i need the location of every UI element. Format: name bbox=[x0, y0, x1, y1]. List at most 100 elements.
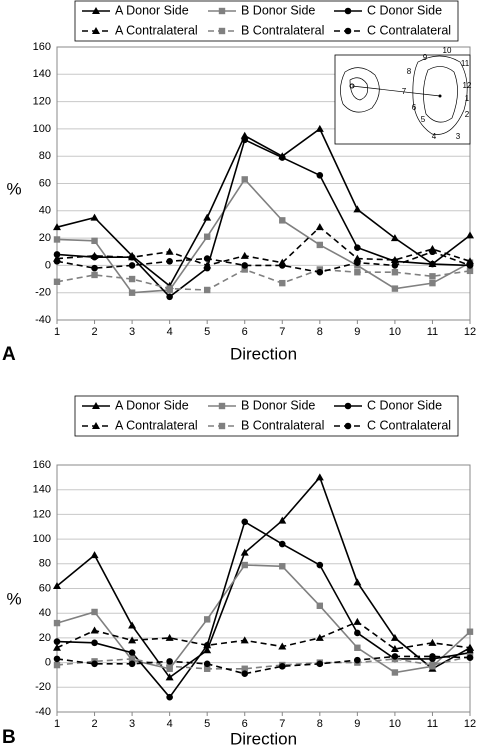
marker bbox=[278, 540, 286, 548]
marker bbox=[128, 262, 136, 269]
marker bbox=[466, 628, 474, 635]
y-tick-label: -20 bbox=[35, 287, 51, 299]
legend-marker bbox=[92, 422, 100, 429]
marker bbox=[466, 643, 474, 651]
x-tick-label: 1 bbox=[54, 718, 60, 730]
x-tick-label: 3 bbox=[129, 326, 135, 338]
marker bbox=[53, 251, 61, 258]
marker bbox=[240, 131, 249, 139]
marker bbox=[315, 223, 324, 231]
marker bbox=[391, 285, 399, 292]
inset-label: 10 bbox=[443, 46, 452, 55]
marker bbox=[128, 289, 136, 296]
legend-marker bbox=[344, 27, 352, 35]
series-line bbox=[56, 475, 471, 679]
x-tick-label: 10 bbox=[389, 326, 401, 338]
marker bbox=[241, 665, 248, 672]
marker bbox=[128, 649, 136, 657]
marker bbox=[90, 626, 99, 634]
x-axis-label: Direction bbox=[230, 344, 297, 363]
marker bbox=[203, 646, 212, 654]
y-tick-label: 0 bbox=[45, 259, 51, 271]
marker bbox=[429, 248, 436, 256]
x-tick-label: 12 bbox=[464, 718, 476, 730]
x-tick-label: 8 bbox=[317, 718, 323, 730]
legend-label: C Donor Side bbox=[367, 398, 442, 412]
legend-label: B Donor Side bbox=[241, 3, 315, 17]
marker bbox=[53, 619, 61, 627]
inset-label: 9 bbox=[423, 53, 428, 62]
marker bbox=[279, 563, 286, 570]
legend-marker bbox=[92, 7, 100, 14]
series-line bbox=[56, 620, 471, 650]
series-line bbox=[56, 520, 471, 699]
marker bbox=[166, 258, 173, 265]
marker bbox=[354, 244, 361, 251]
inset-label: 5 bbox=[421, 115, 426, 124]
marker bbox=[429, 273, 436, 280]
marker bbox=[241, 561, 248, 569]
marker bbox=[466, 262, 474, 269]
legend-label: C Contralateral bbox=[367, 418, 451, 432]
marker bbox=[166, 663, 173, 670]
y-tick-label: -40 bbox=[35, 706, 51, 718]
marker bbox=[353, 578, 362, 586]
legend-marker bbox=[218, 27, 226, 35]
x-tick-label: 2 bbox=[91, 718, 97, 730]
marker bbox=[353, 254, 362, 262]
marker bbox=[354, 629, 361, 637]
marker bbox=[91, 237, 98, 245]
marker bbox=[391, 669, 399, 676]
series-line bbox=[56, 127, 471, 288]
y-axis-label: % bbox=[6, 179, 21, 198]
marker bbox=[203, 233, 211, 240]
marker bbox=[203, 255, 211, 262]
legend-box bbox=[74, 395, 459, 437]
marker bbox=[390, 234, 399, 242]
x-tick-label: 5 bbox=[204, 326, 210, 338]
inset-label: 3 bbox=[456, 132, 461, 141]
inset-label: 4 bbox=[432, 132, 437, 141]
marker bbox=[165, 673, 174, 681]
plot-frame bbox=[56, 46, 471, 321]
marker bbox=[166, 693, 173, 701]
legend-marker bbox=[344, 422, 352, 430]
marker bbox=[354, 656, 361, 664]
legend-marker bbox=[92, 27, 100, 34]
x-tick-label: 6 bbox=[242, 326, 248, 338]
legend-label: A Donor Side bbox=[115, 3, 189, 17]
marker bbox=[203, 286, 211, 294]
marker bbox=[278, 642, 287, 650]
marker bbox=[353, 617, 362, 625]
inset-label: 11 bbox=[461, 59, 470, 68]
marker bbox=[241, 136, 249, 144]
y-tick-label: 100 bbox=[33, 123, 51, 135]
marker bbox=[429, 279, 436, 287]
marker bbox=[240, 636, 249, 644]
marker bbox=[316, 660, 324, 668]
y-tick-label: 140 bbox=[33, 68, 51, 80]
marker bbox=[91, 264, 98, 272]
x-tick-label: 7 bbox=[279, 718, 285, 730]
y-tick-label: 0 bbox=[45, 657, 51, 669]
marker bbox=[128, 655, 136, 663]
marker bbox=[53, 278, 61, 285]
y-tick-label: 40 bbox=[39, 205, 51, 217]
marker bbox=[391, 262, 399, 269]
legend-label: B Donor Side bbox=[241, 398, 315, 412]
x-tick-label: 8 bbox=[317, 326, 323, 338]
marker bbox=[354, 259, 361, 266]
legend-marker bbox=[344, 402, 352, 410]
marker bbox=[428, 638, 437, 646]
marker bbox=[429, 260, 436, 268]
marker bbox=[241, 518, 249, 526]
marker bbox=[165, 633, 174, 641]
marker bbox=[53, 643, 61, 651]
y-tick-label: -40 bbox=[35, 314, 51, 326]
y-tick-label: 80 bbox=[39, 558, 51, 570]
marker bbox=[315, 124, 324, 132]
x-tick-label: 12 bbox=[464, 326, 476, 338]
marker bbox=[166, 285, 173, 292]
marker bbox=[240, 548, 249, 556]
